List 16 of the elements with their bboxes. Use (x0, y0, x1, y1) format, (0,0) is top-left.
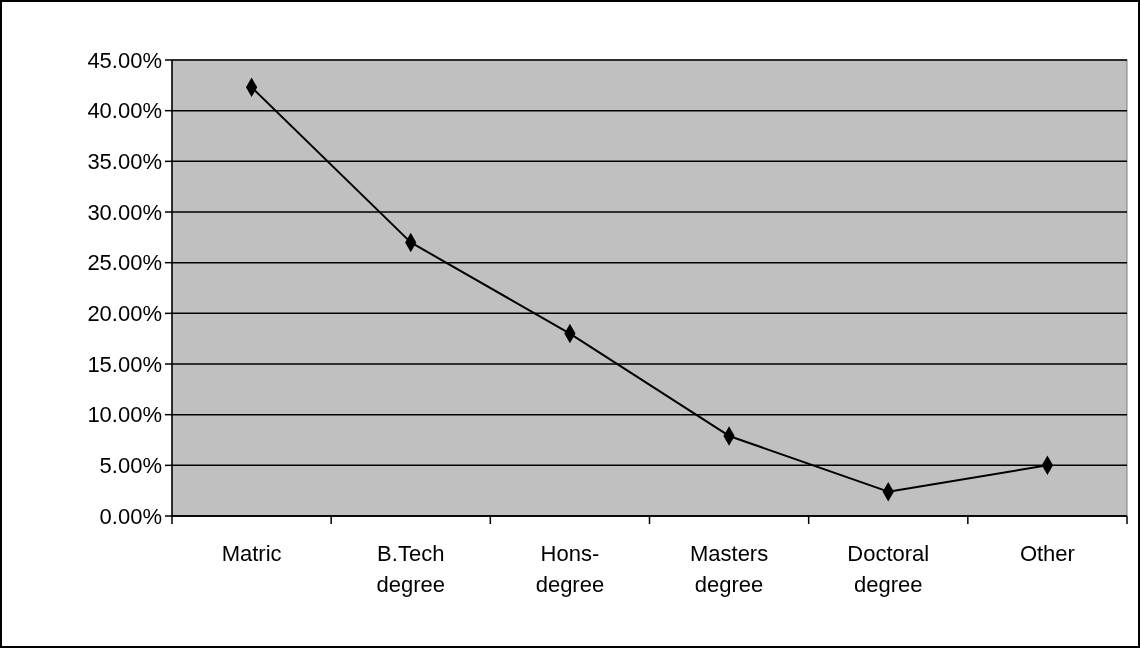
y-tick-label: 25.00% (87, 250, 162, 276)
y-tick-label: 0.00% (99, 503, 162, 529)
y-tick-label: 40.00% (87, 98, 162, 124)
x-tick-label: Masters degree (689, 541, 769, 597)
x-tick-label: Hons-degree (535, 541, 605, 597)
y-tick-label: 20.00% (87, 301, 162, 327)
y-tick-label: 10.00% (87, 402, 162, 428)
y-tick-label: 30.00% (87, 199, 162, 225)
y-tick-label: 5.00% (99, 453, 162, 479)
x-tick-label: Matric (221, 541, 282, 566)
y-tick-label: 35.00% (87, 149, 162, 175)
x-tick-label: Doctoral degree (847, 541, 930, 597)
x-tick-label: B.Tech degree (376, 541, 446, 597)
y-tick-label: 15.00% (87, 351, 162, 377)
y-tick-label: 45.00% (87, 47, 162, 73)
x-tick-label: Other (1019, 541, 1075, 566)
